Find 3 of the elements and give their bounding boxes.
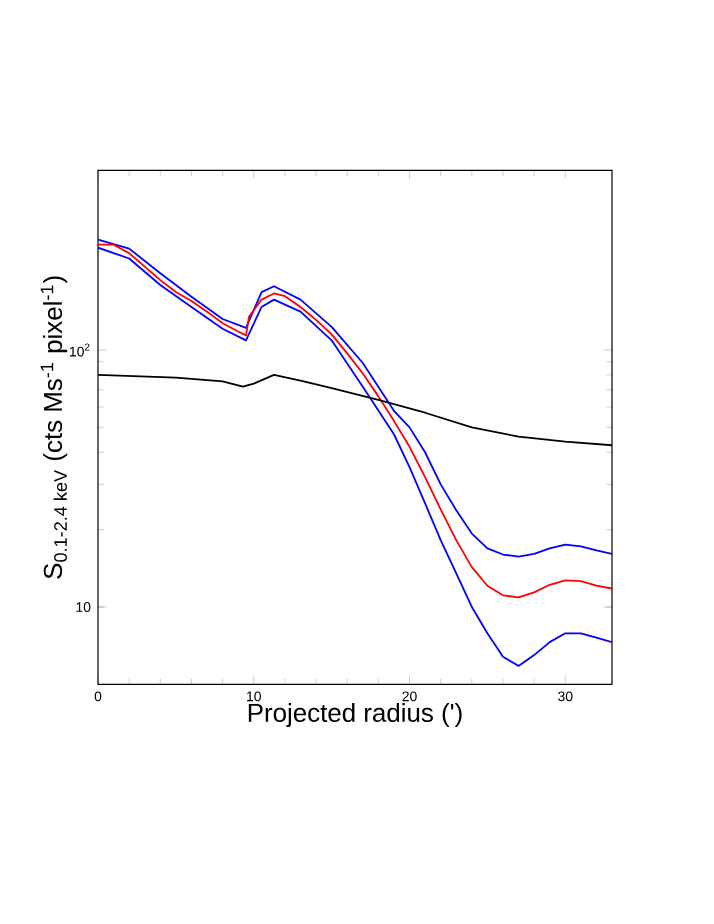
- line-series: [98, 246, 613, 667]
- y-axis-title: S$_{0.1-2.4 keV}$ (cts Ms$^{-1}$ pixel$^{-1}$): [40, 276, 68, 579]
- x-axis-title: Projected radius ('): [248, 702, 462, 728]
